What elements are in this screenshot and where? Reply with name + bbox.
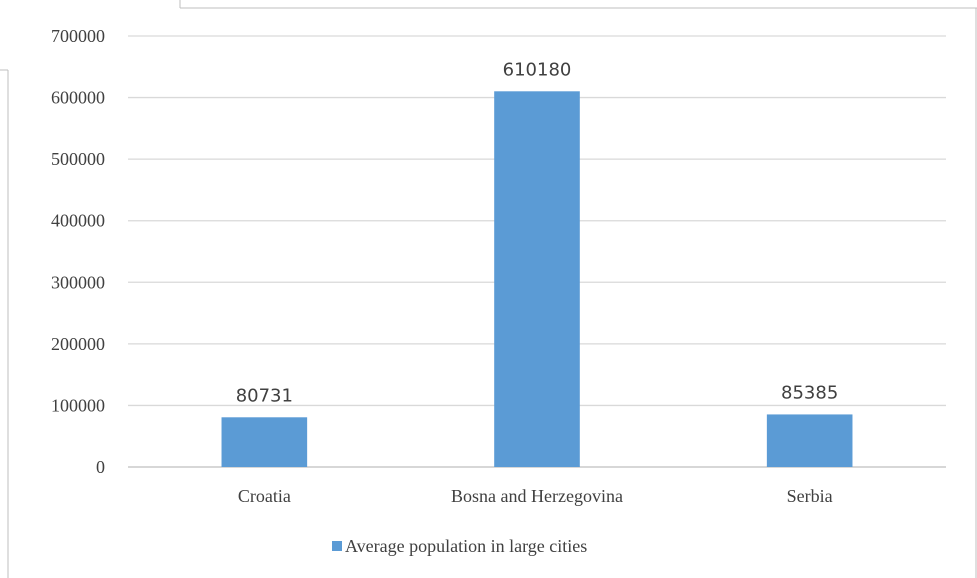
category-label: Serbia (787, 486, 833, 506)
y-axis-tick-labels: 0 100000 200000 300000 400000 500000 600000 700… (51, 26, 105, 477)
y-tick-label: 0 (96, 457, 105, 477)
bars (221, 91, 853, 467)
data-labels: 80731 610180 85385 (236, 59, 839, 406)
data-label: 85385 (781, 382, 838, 403)
category-label: Croatia (238, 486, 291, 506)
data-label: 610180 (503, 59, 572, 80)
bar (766, 414, 853, 467)
y-tick-label: 700000 (51, 26, 105, 46)
y-tick-label: 200000 (51, 334, 105, 354)
y-tick-label: 600000 (51, 88, 105, 108)
x-axis-category-labels: Croatia Bosna and Herzegovina Serbia (238, 486, 833, 506)
y-tick-label: 400000 (51, 211, 105, 231)
data-label: 80731 (236, 385, 293, 406)
y-tick-label: 100000 (51, 395, 105, 415)
legend-swatch (332, 541, 342, 551)
legend: Average population in large cities (332, 536, 587, 556)
legend-label: Average population in large cities (345, 536, 587, 556)
y-tick-label: 300000 (51, 272, 105, 292)
category-label: Bosna and Herzegovina (451, 486, 623, 506)
bar (494, 91, 580, 467)
y-tick-label: 500000 (51, 149, 105, 169)
bar (221, 417, 308, 467)
